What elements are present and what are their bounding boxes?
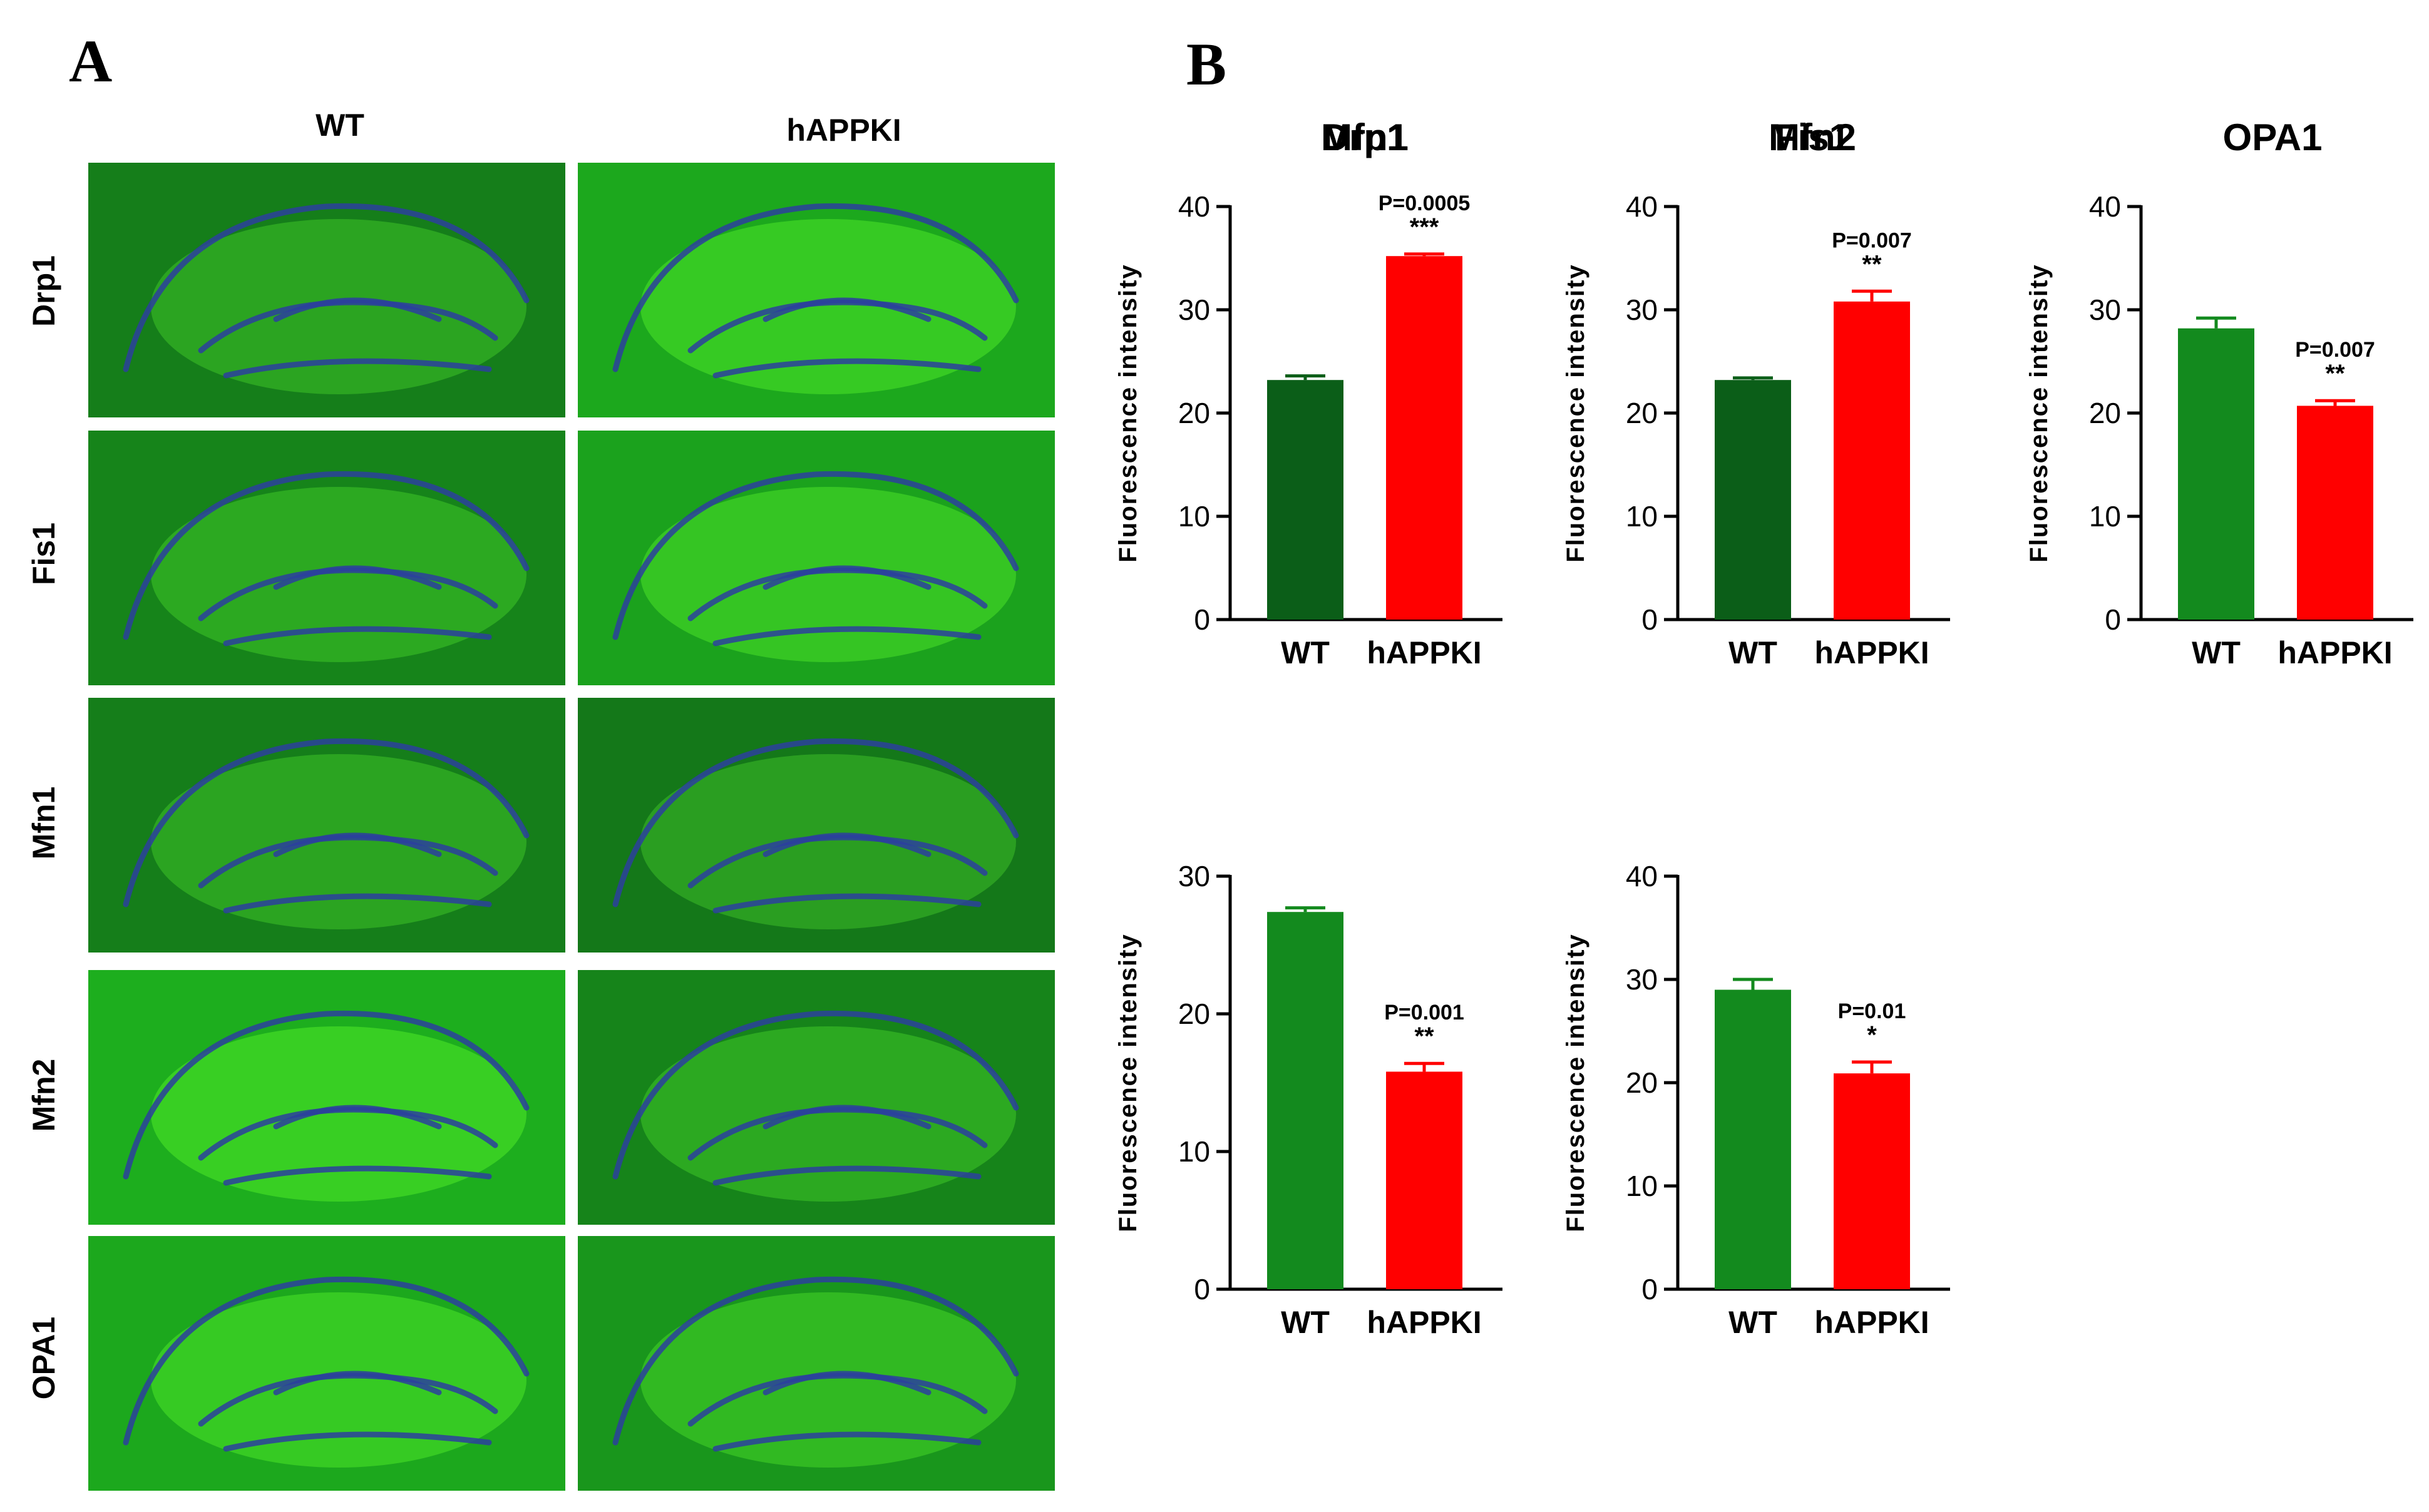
y-tick-label: 40 xyxy=(1178,190,1210,223)
micrograph-drp1-wt xyxy=(88,163,565,417)
p-value-label: P=0.001 xyxy=(1384,1001,1464,1024)
x-tick-label: WT xyxy=(2192,635,2241,670)
y-tick-label: 40 xyxy=(2089,190,2121,223)
panel-b-label: B xyxy=(1186,31,1227,98)
significance-stars: ** xyxy=(1862,250,1882,278)
y-axis-label: Fluorescence intensity xyxy=(1114,933,1142,1232)
significance-stars: *** xyxy=(1410,213,1439,241)
micrograph-drp1-happki xyxy=(578,163,1055,417)
bar-happki xyxy=(2297,406,2373,620)
panel-a-label: A xyxy=(69,28,113,94)
chart-title: Fis1 xyxy=(1775,116,1850,158)
significance-stars: * xyxy=(1867,1021,1877,1049)
y-tick-label: 20 xyxy=(1178,998,1210,1030)
p-value-label: P=0.007 xyxy=(1832,228,1912,252)
bar-happki xyxy=(1834,1073,1910,1289)
micrograph-opa1-happki xyxy=(578,1236,1055,1491)
x-tick-label: hAPPKI xyxy=(2278,635,2392,670)
y-tick-label: 10 xyxy=(1178,1135,1210,1168)
x-tick-label: hAPPKI xyxy=(1814,1305,1929,1340)
micrograph-mfn1-happki xyxy=(578,698,1055,953)
x-tick-label: hAPPKI xyxy=(1367,635,1481,670)
p-value-label: P=0.007 xyxy=(2295,338,2375,362)
column-header-happki: hAPPKI xyxy=(786,113,901,148)
x-tick-label: hAPPKI xyxy=(1814,635,1929,670)
bar-wt xyxy=(1715,380,1791,620)
x-tick-label: WT xyxy=(1281,635,1330,670)
chart-title: Mfn2 xyxy=(1769,116,1856,158)
chart-title: OPA1 xyxy=(2223,116,2323,158)
x-tick-label: WT xyxy=(1728,635,1777,670)
y-tick-label: 30 xyxy=(1626,294,1658,326)
x-tick-label: hAPPKI xyxy=(1367,1305,1481,1340)
y-axis-label: Fluorescence intensity xyxy=(1562,263,1589,562)
y-axis-label: Fluorescence intensity xyxy=(1562,933,1589,1232)
y-tick-label: 10 xyxy=(1178,500,1210,533)
y-tick-label: 40 xyxy=(1626,190,1658,223)
y-tick-label: 30 xyxy=(2089,294,2121,326)
y-tick-label: 0 xyxy=(1641,603,1658,636)
bar-wt xyxy=(2178,328,2254,620)
p-value-label: P=0.0005 xyxy=(1379,192,1471,215)
y-tick-label: 20 xyxy=(2089,397,2121,429)
micrograph-opa1-wt xyxy=(88,1236,565,1491)
chart-title: Mfn1 xyxy=(1321,116,1409,158)
y-tick-label: 0 xyxy=(2105,603,2121,636)
y-tick-label: 0 xyxy=(1641,1273,1658,1305)
bar-happki xyxy=(1386,256,1462,620)
bar-wt xyxy=(1267,912,1343,1289)
y-tick-label: 40 xyxy=(1626,860,1658,892)
bar-happki xyxy=(1386,1071,1462,1289)
p-value-label: P=0.01 xyxy=(1838,999,1906,1023)
significance-stars: ** xyxy=(1414,1023,1434,1050)
x-tick-label: WT xyxy=(1281,1305,1330,1340)
y-tick-label: 10 xyxy=(1626,500,1658,533)
y-tick-label: 10 xyxy=(1626,1170,1658,1202)
y-tick-label: 0 xyxy=(1194,603,1210,636)
y-tick-label: 30 xyxy=(1626,963,1658,996)
x-tick-label: WT xyxy=(1728,1305,1777,1340)
micrograph-fis1-happki xyxy=(578,431,1055,685)
micrograph-mfn1-wt xyxy=(88,698,565,953)
y-axis-label: Fluorescence intensity xyxy=(1114,263,1142,562)
bar-wt xyxy=(1267,380,1343,620)
micrograph-mfn2-wt xyxy=(88,970,565,1225)
significance-stars: ** xyxy=(2325,360,2345,387)
bar-happki xyxy=(1834,301,1910,620)
y-tick-label: 10 xyxy=(2089,500,2121,533)
y-tick-label: 20 xyxy=(1626,1066,1658,1099)
column-header-wt: WT xyxy=(316,108,364,143)
y-axis-label: Fluorescence intensity xyxy=(2025,263,2053,562)
y-tick-label: 30 xyxy=(1178,860,1210,892)
bar-wt xyxy=(1715,989,1791,1289)
micrograph-mfn2-happki xyxy=(578,970,1055,1225)
chart-title: Drp1 xyxy=(1322,116,1408,158)
y-tick-label: 20 xyxy=(1626,397,1658,429)
y-tick-label: 0 xyxy=(1194,1273,1210,1305)
y-tick-label: 30 xyxy=(1178,294,1210,326)
y-tick-label: 20 xyxy=(1178,397,1210,429)
micrograph-fis1-wt xyxy=(88,431,565,685)
